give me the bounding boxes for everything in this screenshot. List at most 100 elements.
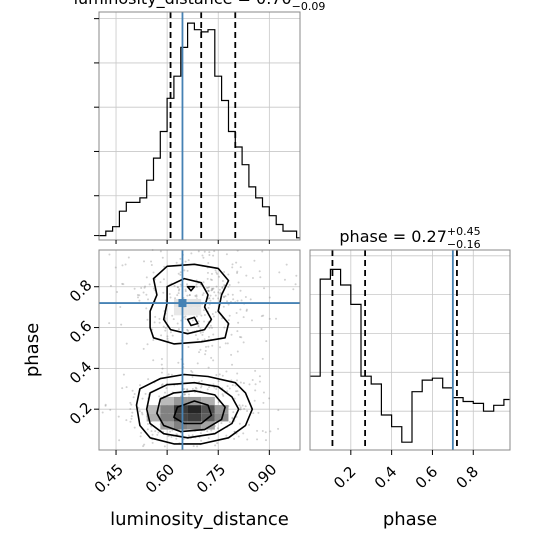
sample-point xyxy=(257,411,260,414)
sample-point xyxy=(292,288,295,291)
sample-point xyxy=(152,359,155,362)
sample-point xyxy=(213,291,216,294)
sample-point xyxy=(194,294,197,297)
sample-point xyxy=(207,289,210,292)
sample-point xyxy=(161,367,164,370)
sample-point xyxy=(235,261,238,264)
sample-point xyxy=(207,335,210,338)
sample-point xyxy=(236,350,239,353)
sample-point xyxy=(215,373,218,376)
sample-point xyxy=(245,308,248,311)
contour-line xyxy=(186,285,196,292)
sample-point xyxy=(219,292,222,295)
sample-point xyxy=(191,434,194,437)
sample-point xyxy=(207,297,210,300)
sample-point xyxy=(184,315,187,318)
sample-point xyxy=(234,384,237,387)
sample-point xyxy=(169,430,172,433)
sample-point xyxy=(146,423,149,426)
sample-point xyxy=(170,435,173,438)
sample-point xyxy=(187,329,190,332)
sample-point xyxy=(275,317,278,320)
density-cell xyxy=(201,405,215,414)
sample-point xyxy=(203,338,206,341)
sample-point xyxy=(212,359,215,362)
sample-point xyxy=(231,293,234,296)
x-tick-label: 0.45 xyxy=(91,460,127,496)
sample-point xyxy=(160,357,163,360)
sample-point xyxy=(177,286,180,289)
sample-point xyxy=(258,270,261,273)
sample-point xyxy=(101,411,104,414)
sample-point xyxy=(212,383,215,386)
sample-point xyxy=(221,286,224,289)
sample-point xyxy=(225,434,228,437)
sample-point xyxy=(237,435,240,438)
sample-point xyxy=(172,318,175,321)
title-lower-error: −0.16 xyxy=(447,238,481,251)
sample-point xyxy=(235,390,238,393)
sample-point xyxy=(228,421,231,424)
sample-point xyxy=(253,259,256,262)
sample-point xyxy=(187,434,190,437)
density-cell xyxy=(146,413,161,422)
sample-point xyxy=(154,430,157,433)
sample-point xyxy=(200,384,203,387)
sample-point xyxy=(163,391,166,394)
sample-point xyxy=(228,284,231,287)
sample-point xyxy=(238,422,241,425)
sample-point xyxy=(236,270,239,273)
sample-point xyxy=(133,392,136,395)
x-tick-label: 0.90 xyxy=(244,460,280,496)
sample-point xyxy=(206,286,209,289)
sample-point xyxy=(245,274,248,277)
sample-point xyxy=(183,269,186,272)
sample-point xyxy=(253,399,256,402)
sample-point xyxy=(201,331,204,334)
sample-point xyxy=(108,253,111,256)
x-axis-label: luminosity_distance xyxy=(110,509,289,530)
sample-point xyxy=(160,363,163,366)
sample-point xyxy=(210,356,213,359)
sample-point xyxy=(231,266,234,269)
sample-point xyxy=(239,406,242,409)
sample-point xyxy=(261,357,264,360)
sample-point xyxy=(199,432,202,435)
sample-point xyxy=(133,426,136,429)
sample-point xyxy=(145,293,148,296)
sample-point xyxy=(209,324,212,327)
sample-point xyxy=(238,335,241,338)
contour-line xyxy=(186,316,199,327)
sample-point xyxy=(207,290,210,293)
sample-point xyxy=(187,346,190,349)
sample-point xyxy=(169,296,172,299)
density-cell xyxy=(173,421,188,430)
sample-point xyxy=(109,284,112,287)
sample-point xyxy=(177,361,180,364)
sample-point xyxy=(208,386,211,389)
sample-point xyxy=(226,342,229,345)
sample-point xyxy=(201,254,204,257)
sample-point xyxy=(130,417,133,420)
sample-point xyxy=(260,315,263,318)
sample-point xyxy=(244,405,247,408)
sample-point xyxy=(190,370,193,373)
x-tick-label: 0.4 xyxy=(371,463,401,493)
sample-point xyxy=(196,362,199,365)
sample-point xyxy=(258,375,261,378)
sample-point xyxy=(151,441,154,444)
sample-point xyxy=(178,288,181,291)
sample-point xyxy=(157,431,160,434)
sample-point xyxy=(242,341,245,344)
sample-point xyxy=(254,369,257,372)
sample-point xyxy=(164,326,167,329)
sample-point xyxy=(136,294,139,297)
y-tick-label: 0.4 xyxy=(66,358,96,388)
panel-title: luminosity_distance = 0.70+0.10−0.09 xyxy=(74,0,326,13)
sample-point xyxy=(184,317,187,320)
sample-point xyxy=(218,288,221,291)
sample-point xyxy=(207,345,210,348)
sample-point xyxy=(208,326,211,329)
sample-point xyxy=(125,419,128,422)
sample-point xyxy=(206,277,209,280)
